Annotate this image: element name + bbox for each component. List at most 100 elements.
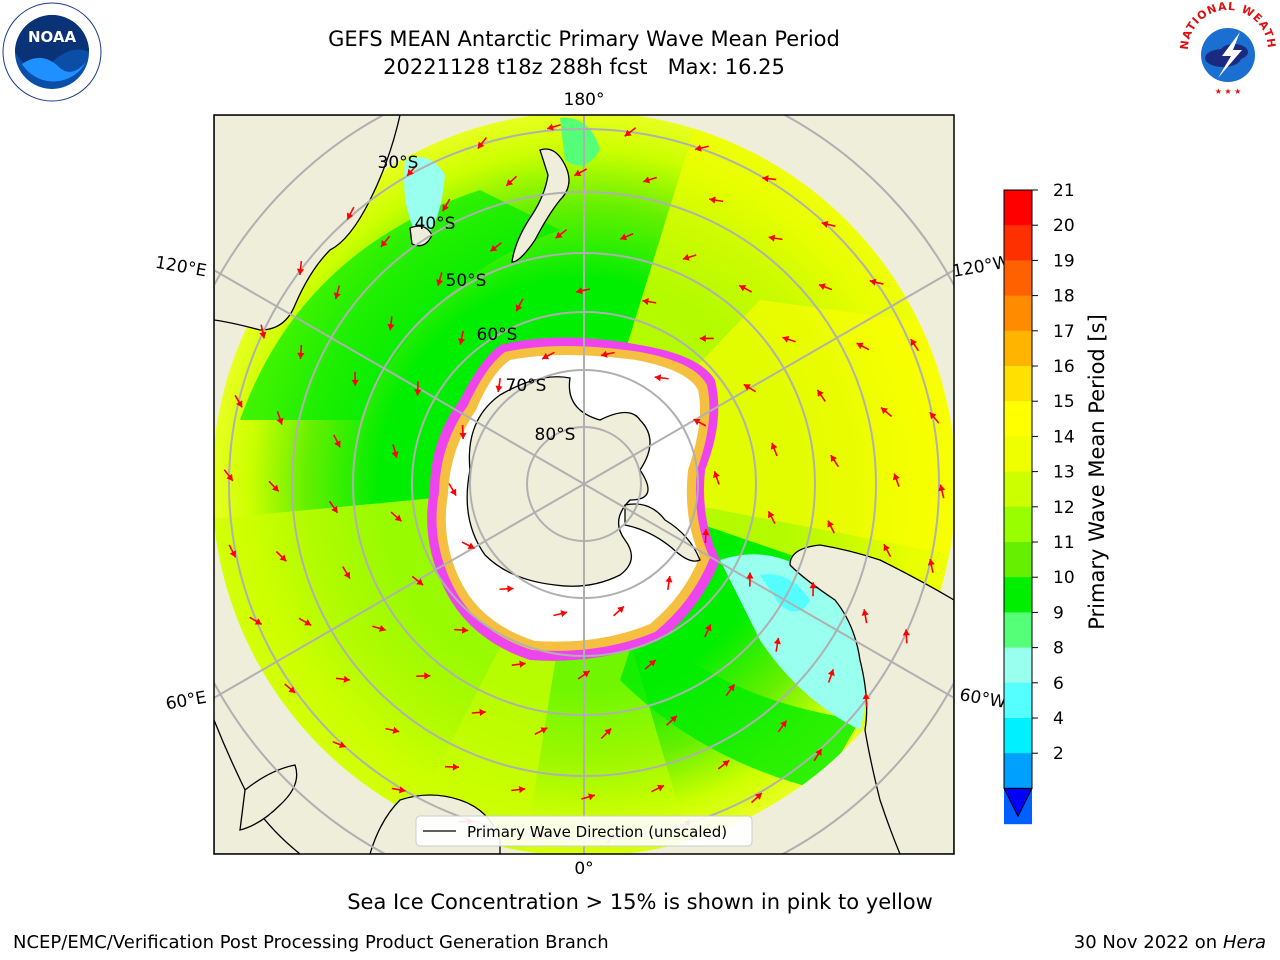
colorbar-swatch xyxy=(1004,612,1032,649)
wave-arrow-head xyxy=(739,284,747,292)
wave-arrow-head xyxy=(574,169,582,176)
chart-title: GEFS MEAN Antarctic Primary Wave Mean Pe… xyxy=(328,27,840,51)
wave-arrow-head xyxy=(880,407,888,415)
wave-arrow-head xyxy=(343,675,350,683)
colorbar-swatch xyxy=(1004,330,1032,367)
wave-arrow-head xyxy=(346,212,354,220)
period-cyan-tasman xyxy=(404,157,445,240)
colorbar-swatch xyxy=(1004,260,1032,297)
colorbar-tick-label: 12 xyxy=(1053,498,1075,518)
colorbar-label: Primary Wave Mean Period [s] xyxy=(1085,314,1109,630)
wave-arrow-head xyxy=(600,350,608,358)
wave-arrow-head xyxy=(821,220,829,228)
wave-arrow-head xyxy=(479,708,486,716)
wave-arrow-head xyxy=(869,278,877,286)
wave-arrow-head xyxy=(746,572,754,579)
lon-label-120e: 120°E xyxy=(154,253,208,282)
wave-arrow-head xyxy=(506,179,514,186)
wave-arrow-head xyxy=(297,352,305,359)
lat-label-40s: 40°S xyxy=(415,214,456,234)
colorbar-tick-label: 16 xyxy=(1053,357,1075,377)
wave-arrow-head xyxy=(515,304,523,312)
wave-arrow-head xyxy=(754,793,762,800)
wave-arrow-head xyxy=(695,144,702,152)
wave-arrow-head xyxy=(682,253,690,261)
lon-label-60w: 60°W xyxy=(958,685,1008,713)
map-frame xyxy=(213,114,955,855)
wave-arrow-head xyxy=(902,629,910,636)
colorbar-swatch xyxy=(1004,682,1032,719)
wave-arrow-head xyxy=(490,244,498,252)
new-zealand xyxy=(511,148,570,263)
wave-arrow-head xyxy=(704,624,712,632)
wave-arrow-head xyxy=(938,484,946,492)
colorbar-tick-label: 15 xyxy=(1053,392,1075,412)
colorbar-swatch xyxy=(1004,295,1032,332)
wave-arrow-head xyxy=(296,268,305,275)
colorbar-tick-label: 21 xyxy=(1053,181,1075,201)
lon-label-180: 180° xyxy=(564,90,605,110)
wave-arrow-head xyxy=(555,231,563,239)
wave-arrow-head xyxy=(333,292,341,300)
antarctic-continent xyxy=(466,376,651,587)
wave-arrow-head xyxy=(436,279,444,286)
wave-arrow-head xyxy=(343,571,350,579)
wave-arrow-head xyxy=(722,760,730,767)
wave-arrow-head xyxy=(910,339,917,347)
wave-arrow-head xyxy=(576,287,583,295)
wave-arrow-head xyxy=(654,374,662,382)
wave-arrow-head xyxy=(830,455,837,463)
lon-label-60e: 60°E xyxy=(164,688,208,715)
colorbar-swatch xyxy=(1004,577,1032,613)
colorbar-tick-label: 14 xyxy=(1053,427,1075,447)
wave-arrow-head xyxy=(728,684,735,692)
legend-label: Primary Wave Direction (unscaled) xyxy=(467,823,727,841)
wave-arrow-head xyxy=(458,337,466,345)
wave-arrow-head xyxy=(399,786,406,794)
south-america xyxy=(789,544,954,854)
wave-arrow-head xyxy=(459,432,467,439)
wave-arrow-head xyxy=(709,196,716,204)
wave-arrow-head xyxy=(392,726,400,734)
period-band-green-west xyxy=(240,190,560,420)
wave-arrow-head xyxy=(259,331,267,339)
wave-arrow-head xyxy=(643,176,651,184)
footer-machine: Hera xyxy=(1222,932,1266,953)
wave-arrow-head xyxy=(817,389,824,397)
wave-arrow-head xyxy=(648,659,656,667)
wave-arrow-head xyxy=(929,412,937,420)
wave-arrow-head xyxy=(657,784,665,792)
wave-arrow-head xyxy=(670,715,677,723)
wave-arrow-head xyxy=(414,389,422,396)
wave-arrow-head xyxy=(276,417,284,425)
colorbar-swatch xyxy=(1004,401,1032,437)
colorbar-swatch xyxy=(1004,225,1032,261)
wave-arrow-head xyxy=(773,637,781,645)
colorbar-tick-label: 9 xyxy=(1053,603,1064,623)
wave-arrow-head xyxy=(304,619,312,626)
wave-arrow-head xyxy=(442,204,449,212)
wave-arrow-head xyxy=(334,440,341,448)
colorbar-swatch xyxy=(1004,506,1032,543)
wave-arrow-head xyxy=(624,129,632,137)
wave-arrow-head xyxy=(461,626,469,634)
wave-arrow-head xyxy=(862,692,870,700)
wave-arrow-head xyxy=(394,514,402,522)
wave-arrow-head xyxy=(665,576,673,583)
wave-arrow-head xyxy=(391,451,399,458)
wave-arrow-head xyxy=(856,342,864,350)
wave-arrow-head xyxy=(519,660,526,668)
colorbar-swatch xyxy=(1004,366,1032,402)
wave-arrow-head xyxy=(815,748,822,756)
wave-arrow-head xyxy=(699,334,706,343)
wave-arrow-head xyxy=(861,609,869,616)
colorbar-swatch xyxy=(1004,718,1032,754)
wave-arrow-head xyxy=(588,793,595,801)
lon-label-120w: 120°W xyxy=(951,252,1012,282)
wave-arrow-head xyxy=(379,624,386,632)
colorbar-swatch xyxy=(1004,647,1032,684)
wave-arrow-head xyxy=(547,123,554,131)
period-band-green-south xyxy=(620,620,860,790)
footer-credit: NCEP/EMC/Verification Post Processing Pr… xyxy=(13,932,609,953)
